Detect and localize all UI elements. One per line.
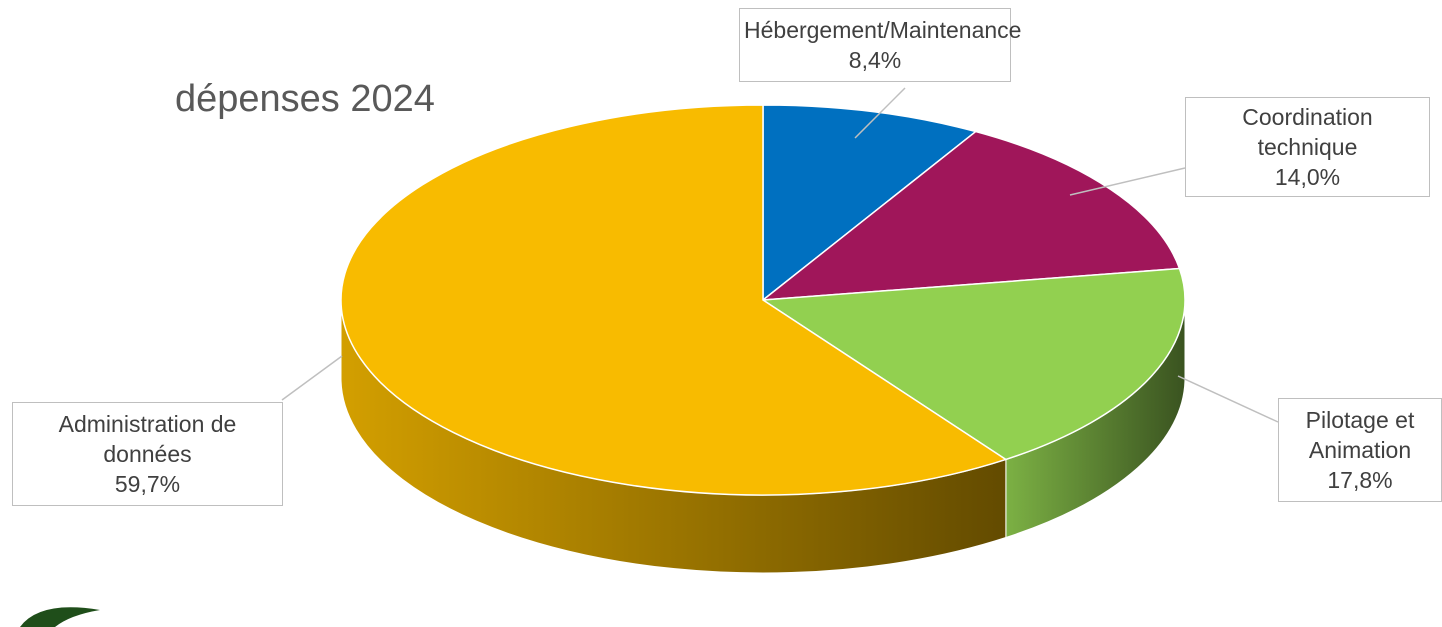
value-label: 14,0% (1274, 164, 1341, 190)
category-label: Hébergement/Maintenance (744, 17, 1022, 43)
data-label: Coordination technique 14,0% (1185, 97, 1430, 197)
category-label: Coordination technique (1242, 104, 1373, 160)
leader-line (281, 355, 343, 401)
value-label: 8,4% (848, 47, 902, 73)
data-label: Pilotage et Animation 17,8% (1278, 398, 1442, 502)
leader-lines (281, 87, 1279, 423)
value-label: 17,8% (1327, 467, 1393, 493)
data-label: Hébergement/Maintenance 8,4% (739, 8, 1022, 82)
value-label: 59,7% (114, 471, 181, 497)
category-label: Pilotage et Animation (1305, 407, 1415, 463)
leader-line (1177, 375, 1279, 423)
slice (760, 267, 1186, 461)
slice-tops (340, 104, 1186, 496)
leader-line (1069, 167, 1186, 196)
chart-title: dépenses 2024 (175, 78, 435, 120)
category-label: Administration de données (58, 411, 237, 467)
data-label: Administration de données 59,7% (12, 402, 283, 506)
slice (762, 104, 978, 302)
logo-fragment (20, 607, 100, 627)
slice (760, 130, 1181, 301)
slice (340, 104, 1008, 496)
leader-line (854, 87, 906, 139)
